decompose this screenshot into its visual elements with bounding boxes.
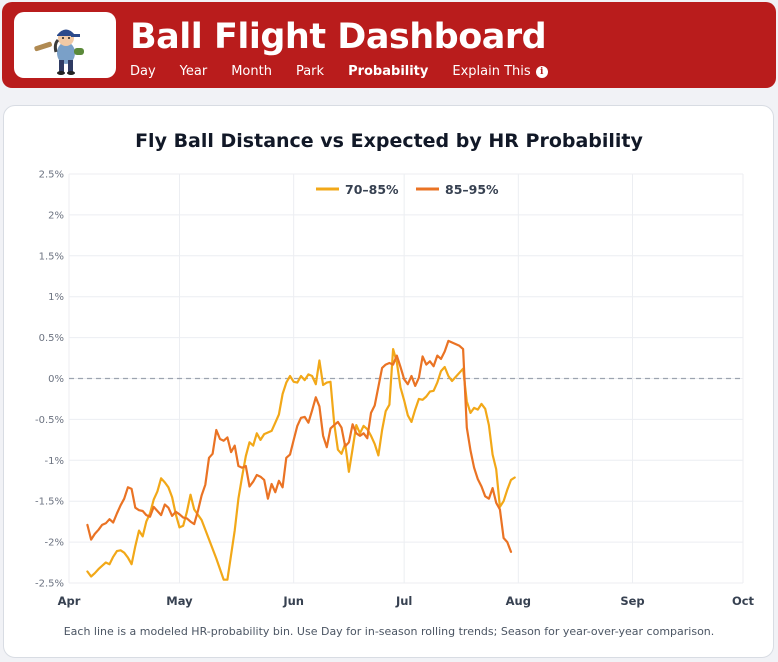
legend-label-1: 70–85% [345, 182, 399, 197]
x-tick-label: Oct [732, 594, 755, 608]
x-tick-label: Sep [620, 594, 644, 608]
legend-label-2: 85–95% [445, 182, 499, 197]
y-tick-label: -1% [45, 456, 64, 467]
nav-probability[interactable]: Probability [348, 64, 429, 79]
info-icon: i [535, 66, 548, 78]
y-tick-label: -2% [45, 538, 64, 549]
y-tick-label: 0% [48, 374, 64, 385]
x-tick-label: Jul [395, 594, 412, 608]
chart-footnote: Each line is a modeled HR-probability bi… [63, 625, 715, 638]
y-tick-label: 2.5% [39, 170, 64, 181]
nav-month[interactable]: Month [231, 64, 272, 79]
y-tick-label: -1.5% [35, 497, 64, 508]
y-tick-label: 2% [48, 210, 64, 221]
series-line-1 [86, 348, 516, 581]
y-tick-label: 1% [48, 292, 64, 303]
nav-explain-this[interactable]: Explain This i [452, 62, 548, 82]
nav-park[interactable]: Park [295, 64, 325, 79]
main-nav: Day Year Month Park Probability Explain … [130, 62, 548, 82]
app-header: Ball Flight Dashboard Day Year Month Par… [2, 2, 776, 88]
y-tick-label: 0.5% [39, 333, 64, 344]
x-tick-label: Apr [58, 594, 81, 608]
chart-grid [68, 173, 744, 584]
x-tick-label: May [166, 594, 193, 608]
chart-axes: 2.5% 2% 1.5% 1% 0.5% 0% -0.5% -1% -1.5% -2% -2.5% A… [35, 170, 755, 609]
nav-day[interactable]: Day [130, 64, 156, 79]
chart-title: Fly Ball Distance vs Expected by HR Prob… [135, 130, 643, 152]
y-tick-label: 1.5% [39, 251, 64, 262]
app-title: Ball Flight Dashboard [130, 17, 547, 57]
chart-legend: 70–85% 85–95% [316, 182, 499, 197]
x-tick-label: Jun [282, 594, 304, 608]
mascot-illustration [34, 29, 84, 75]
chart-lines [86, 339, 516, 581]
nav-year[interactable]: Year [179, 64, 208, 79]
y-tick-label: -2.5% [35, 579, 64, 590]
x-tick-label: Aug [506, 594, 531, 608]
nav-explain-label: Explain This [452, 64, 531, 79]
chart-card [3, 105, 774, 658]
series-line-2 [86, 339, 513, 553]
y-tick-label: -0.5% [35, 415, 64, 426]
mascot-logo[interactable] [14, 12, 116, 78]
